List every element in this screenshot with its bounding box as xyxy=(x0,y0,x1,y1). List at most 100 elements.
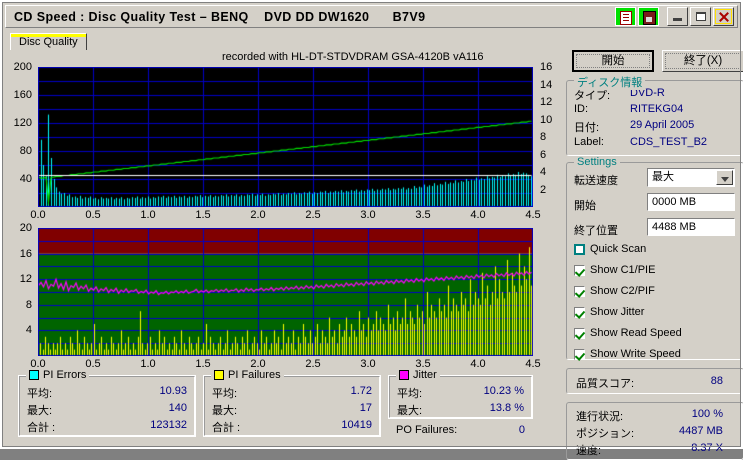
minimize-icon[interactable] xyxy=(667,7,688,26)
axis-tick-label: 4.5 xyxy=(525,209,541,221)
checkbox-quick-scan[interactable]: Quick Scan xyxy=(574,243,646,255)
maximize-icon[interactable] xyxy=(690,7,711,26)
copy-icon[interactable] xyxy=(615,7,636,26)
settings-title: Settings xyxy=(574,156,620,168)
axis-tick-label: 8 xyxy=(25,298,32,311)
pi-errors-total-row: 合計 : 123132 xyxy=(27,419,187,434)
checkbox-show-write-speed[interactable]: Show Write Speed xyxy=(574,348,681,360)
axis-tick-label: 1.5 xyxy=(195,358,211,370)
pi-errors-chart xyxy=(38,67,533,207)
recorded-with-label: recorded with HL-DT-STDVDRAM GSA-4120B v… xyxy=(222,51,484,63)
start-button[interactable]: 開始 xyxy=(572,50,654,72)
disc-date-value: 29 April 2005 xyxy=(630,119,695,131)
axis-tick-label: 200 xyxy=(13,61,32,73)
jitter-max-row: 最大: 13.8 % xyxy=(397,402,524,417)
pi-errors-color-swatch xyxy=(29,370,39,380)
disc-id-label: ID: xyxy=(574,103,589,115)
title-bar-buttons xyxy=(615,7,734,26)
close-icon[interactable] xyxy=(713,7,734,26)
disc-type-value: DVD-R xyxy=(630,87,665,99)
disc-label-value: CDS_TEST_B2 xyxy=(630,136,708,148)
chevron-down-icon[interactable] xyxy=(716,170,733,185)
axis-tick-label: 0.5 xyxy=(85,358,101,370)
progress-value: 100 % xyxy=(691,408,723,420)
axis-tick-label: 6 xyxy=(540,148,547,161)
position-label: ポジション: xyxy=(576,428,635,440)
pi-errors-avg-row: 平均: 10.93 xyxy=(27,385,187,400)
checkbox-show-read-speed[interactable]: Show Read Speed xyxy=(574,327,682,339)
axis-tick-label: 80 xyxy=(19,145,32,157)
quality-score-value: 88 xyxy=(710,375,723,387)
axis-tick-label: 0.0 xyxy=(30,209,46,221)
axis-tick-label: 40 xyxy=(19,173,32,185)
axis-tick-label: 2.5 xyxy=(305,358,321,370)
pi-errors-stats: PI Errors 平均: 10.93 最大: 140 合計 : 123132 xyxy=(18,369,196,437)
checkbox-indicator[interactable] xyxy=(574,243,585,255)
disc-date-label: 日付: xyxy=(574,122,600,134)
transfer-speed-label: 転送速度 xyxy=(574,175,618,187)
start-position-input[interactable]: 0000 MB xyxy=(647,193,735,211)
disc-info-group xyxy=(566,80,743,156)
checkbox-label: Show C1/PIE xyxy=(590,264,656,276)
checkbox-show-jitter[interactable]: Show Jitter xyxy=(574,306,644,318)
pi-failures-max-row: 最大: 17 xyxy=(212,402,372,417)
axis-tick-label: 4 xyxy=(25,324,32,337)
checkbox-label: Quick Scan xyxy=(590,243,647,255)
title-bar: CD Speed : Disc Quality Test – BENQ DVD … xyxy=(5,5,738,28)
pi-failures-stats: PI Failures 平均: 1.72 最大: 17 合計 : 10419 xyxy=(203,369,381,437)
axis-tick-label: 160 xyxy=(13,89,32,101)
axis-tick-label: 3.0 xyxy=(360,209,376,221)
axis-tick-label: 16 xyxy=(540,61,553,73)
axis-tick-label: 16 xyxy=(19,247,32,260)
end-position-input[interactable]: 4488 MB xyxy=(647,218,735,236)
axis-tick-label: 8 xyxy=(540,131,547,143)
checkbox-indicator[interactable] xyxy=(574,285,585,297)
pi-failures-avg-row: 平均: 1.72 xyxy=(212,385,372,400)
app-window: CD Speed : Disc Quality Test – BENQ DVD … xyxy=(0,0,743,449)
checkbox-indicator[interactable] xyxy=(574,264,585,276)
axis-tick-label: 12 xyxy=(19,273,32,286)
axis-tick-label: 4.0 xyxy=(470,358,486,370)
axis-tick-label: 2 xyxy=(540,183,547,196)
pi-failures-color-swatch xyxy=(214,370,224,380)
checkbox-label: Show Write Speed xyxy=(590,348,681,360)
tab-disc-quality[interactable]: Disc Quality xyxy=(10,33,87,51)
checkbox-show-c2-pif[interactable]: Show C2/PIF xyxy=(574,285,655,297)
checkbox-label: Show Jitter xyxy=(590,306,645,318)
axis-tick-label: 1.5 xyxy=(195,209,211,221)
position-value: 4487 MB xyxy=(678,425,723,437)
window-title: CD Speed : Disc Quality Test – BENQ DVD … xyxy=(14,9,426,24)
pi-failures-stats-title: PI Failures xyxy=(211,369,284,381)
checkbox-label: Show C2/PIF xyxy=(590,285,655,297)
disc-info-title: ディスク情報 xyxy=(574,74,646,90)
pi-errors-stats-title: PI Errors xyxy=(26,369,90,381)
checkbox-indicator[interactable] xyxy=(574,306,585,318)
axis-tick-label: 10 xyxy=(540,113,553,126)
read-speed-y-axis: 2 4 6 8 10 12 14 16 xyxy=(537,61,562,207)
save-icon[interactable] xyxy=(638,7,659,26)
axis-tick-label: 2.0 xyxy=(250,209,266,221)
axis-tick-label: 12 xyxy=(540,96,553,108)
jitter-avg-row: 平均: 10.23 % xyxy=(397,385,524,400)
axis-tick-label: 4.5 xyxy=(525,358,541,370)
axis-tick-label: 3.5 xyxy=(415,209,431,221)
disc-id-value: RITEKG04 xyxy=(630,103,684,115)
end-position-label: 終了位置 xyxy=(574,225,618,237)
exit-button[interactable]: 終了(X) xyxy=(662,50,743,72)
checkbox-label: Show Read Speed xyxy=(590,327,682,339)
speed-value: 8.37 X xyxy=(691,442,723,454)
checkbox-indicator[interactable] xyxy=(574,327,585,339)
quality-score-group xyxy=(566,368,743,394)
speed-label: 速度: xyxy=(576,445,602,457)
transfer-speed-select[interactable]: 最大 xyxy=(647,168,735,187)
progress-label: 進行状況: xyxy=(576,411,624,423)
axis-tick-label: 4.0 xyxy=(470,209,486,221)
axis-tick-label: 0.5 xyxy=(85,209,101,221)
axis-tick-label: 0.0 xyxy=(30,358,46,370)
checkbox-show-c1-pie[interactable]: Show C1/PIE xyxy=(574,264,655,276)
axis-tick-label: 120 xyxy=(13,117,32,129)
checkbox-indicator[interactable] xyxy=(574,348,585,360)
pi-errors-x-axis: 0.0 0.5 1.0 1.5 2.0 2.5 3.0 3.5 4.0 4.5 xyxy=(30,209,540,223)
disc-label-label: Label: xyxy=(574,136,604,148)
axis-tick-label: 2.0 xyxy=(250,358,266,370)
